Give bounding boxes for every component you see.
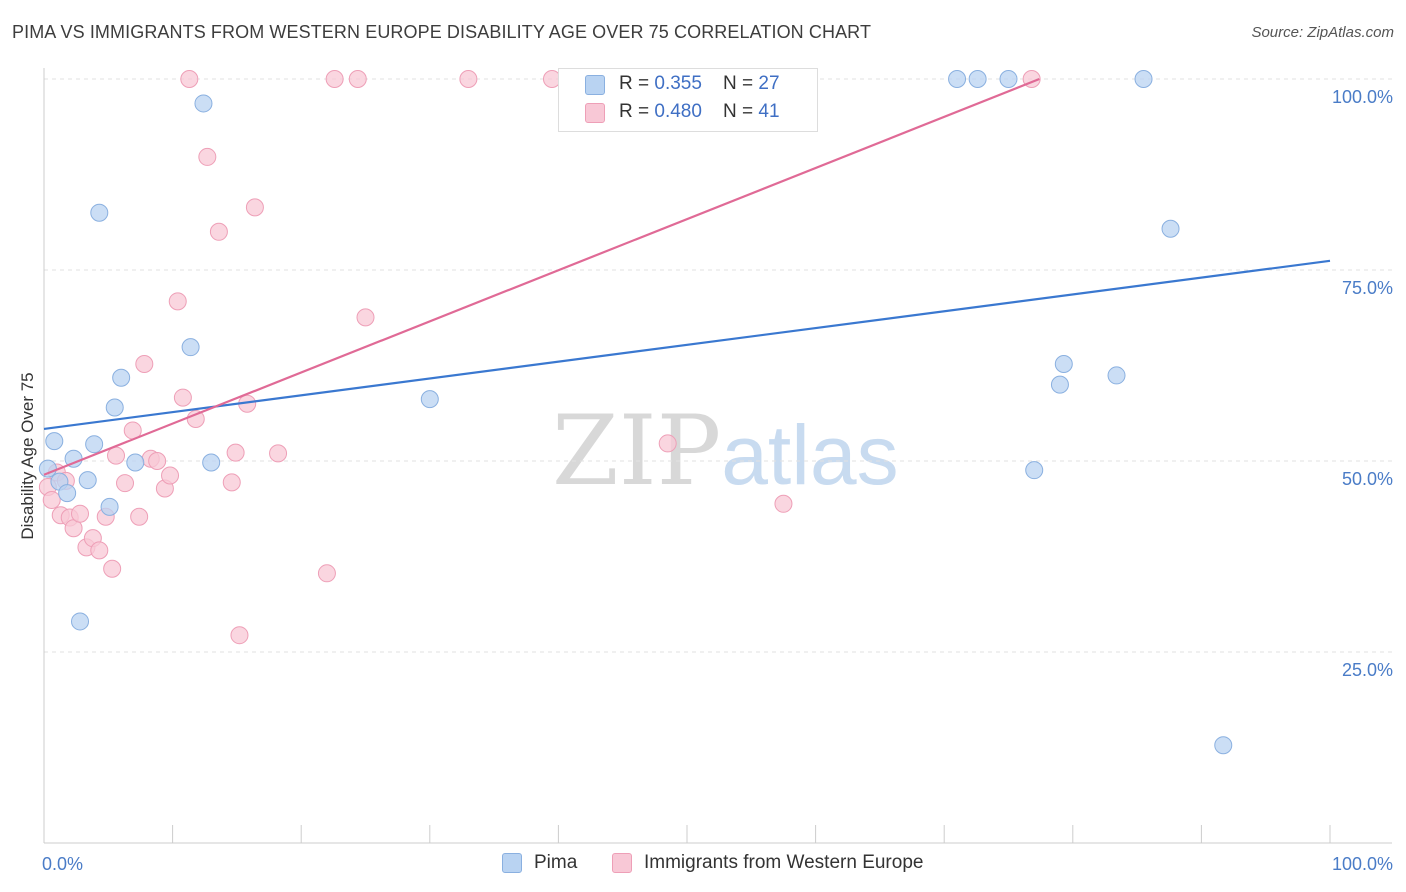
- immigrants-point: [325, 70, 344, 88]
- pima-point: [1054, 354, 1073, 373]
- immigrants-trend-line: [43, 77, 1040, 476]
- pima-point: [1050, 375, 1069, 394]
- pima-point: [194, 94, 213, 113]
- y-tick-label-50: 50.0%: [1342, 469, 1393, 489]
- immigrants-point: [130, 507, 149, 526]
- pima-point: [45, 432, 64, 451]
- pima-point: [100, 497, 119, 516]
- pima-point: [420, 390, 439, 409]
- watermark-zip: ZIP: [552, 395, 722, 507]
- pima-n-value: 27: [758, 73, 780, 94]
- immigrants-point: [226, 443, 245, 462]
- immigrants-point: [71, 504, 90, 523]
- pima-swatch: [585, 75, 605, 95]
- immigrants-point: [148, 452, 167, 470]
- immigrants-point: [107, 446, 126, 465]
- immigrants-point: [90, 541, 109, 560]
- immigrants-swatch: [585, 103, 605, 123]
- immigrants-point: [209, 222, 228, 241]
- immigrants-point: [198, 147, 217, 166]
- immigrants-point: [42, 490, 61, 509]
- x-tick-label-min: 0.0%: [42, 854, 83, 874]
- pima-point: [112, 368, 131, 387]
- y-tick-labels: 25.0% 50.0% 75.0% 100.0%: [1332, 87, 1393, 680]
- immigrants-points: [38, 70, 1041, 645]
- pima-point: [948, 70, 967, 88]
- pima-point: [1161, 219, 1180, 238]
- pima-r-value: 0.355: [654, 73, 702, 94]
- bottom-pima-swatch: [502, 853, 522, 873]
- immigrants-point: [459, 70, 478, 88]
- pima-point: [71, 612, 90, 631]
- y-tick-label-25: 25.0%: [1342, 660, 1393, 680]
- immigrants-stats: R = 0.480 N = 41: [619, 101, 780, 123]
- pima-point: [1025, 461, 1044, 480]
- immigrants-point: [222, 473, 241, 492]
- gridlines: [44, 78, 1392, 653]
- immigrants-point: [173, 388, 192, 407]
- immigrants-point: [317, 564, 336, 583]
- watermark-atlas: atlas: [721, 408, 899, 502]
- immigrants-r-value: 0.480: [654, 101, 702, 122]
- pima-points: [38, 70, 1233, 755]
- pima-trend-line: [43, 259, 1331, 431]
- axes: [43, 68, 1392, 844]
- immigrants-point: [168, 292, 187, 311]
- immigrants-n-value: 41: [758, 101, 780, 122]
- pima-point: [90, 203, 109, 222]
- immigrants-point: [245, 198, 264, 217]
- pima-point: [38, 459, 57, 478]
- pima-point: [181, 338, 200, 357]
- immigrants-point: [103, 559, 122, 578]
- pima-r-label: R =: [619, 73, 655, 94]
- pima-point: [999, 70, 1018, 88]
- pima-point: [202, 453, 221, 472]
- pima-point: [85, 435, 104, 454]
- immigrants-point: [161, 466, 180, 485]
- pima-point: [78, 471, 97, 490]
- chart-title: PIMA VS IMMIGRANTS FROM WESTERN EUROPE D…: [12, 22, 872, 42]
- x-ticks: [43, 825, 1331, 843]
- pima-n-label: N =: [723, 73, 759, 94]
- immigrants-point: [774, 494, 793, 513]
- pima-point: [968, 70, 987, 88]
- pima-point: [1134, 70, 1153, 88]
- pima-point: [58, 484, 77, 503]
- immigrants-point: [230, 626, 249, 645]
- pima-point: [126, 453, 145, 472]
- source-label: Source: ZipAtlas.com: [1251, 24, 1394, 41]
- watermark: ZIPatlas: [552, 395, 899, 507]
- bottom-immigrants-label: Immigrants from Western Europe: [644, 852, 924, 873]
- immigrants-point: [356, 308, 375, 327]
- pima-point: [1214, 736, 1233, 755]
- bottom-immigrants-swatch: [612, 853, 632, 873]
- immigrants-point: [116, 474, 135, 493]
- immigrants-point: [269, 444, 288, 463]
- immigrants-point: [180, 70, 199, 88]
- y-tick-label-75: 75.0%: [1342, 278, 1393, 298]
- immigrants-point: [135, 354, 154, 373]
- x-tick-label-max: 100.0%: [1332, 854, 1393, 874]
- pima-point: [105, 398, 124, 417]
- y-tick-label-100: 100.0%: [1332, 87, 1393, 107]
- immigrants-point: [348, 70, 367, 88]
- bottom-pima-label: Pima: [534, 852, 578, 873]
- immigrants-point: [658, 434, 677, 453]
- immigrants-r-label: R =: [619, 101, 655, 122]
- pima-point: [1107, 366, 1126, 385]
- immigrants-n-label: N =: [723, 101, 759, 122]
- correlation-legend: R = 0.355 N = 27 R = 0.480 N = 41: [558, 68, 818, 132]
- trend-lines: [43, 77, 1331, 476]
- pima-stats: R = 0.355 N = 27: [619, 73, 780, 95]
